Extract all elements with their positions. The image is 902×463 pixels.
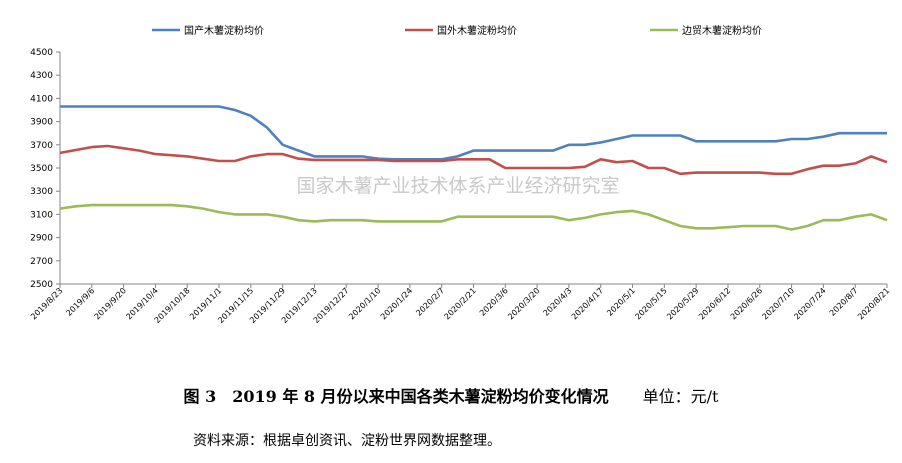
figure-source-note: 资料来源：根据卓创资讯、淀粉世界网数据整理。 — [193, 433, 501, 449]
y-tick-label: 4300 — [30, 71, 53, 81]
watermark-text: 国家木薯产业技术体系产业经济研究室 — [296, 175, 619, 197]
y-axis: 2500 2700 2900 3100 3300 3500 3700 3900 4100 4300… — [30, 48, 61, 290]
series-line-0 — [60, 105, 887, 161]
legend-label-0: 国产木薯淀粉均价 — [184, 24, 264, 37]
x-tick-label: 2020/6/26 — [729, 286, 764, 321]
figure-title: 图 3 2019 年 8 月份以来中国各类木薯淀粉均价变化情况 — [183, 387, 609, 406]
x-tick-label: 2020/2/7 — [414, 286, 446, 318]
y-tick-label: 4100 — [30, 94, 53, 104]
series-line-1 — [59, 144, 888, 176]
x-tick-label: 2020/5/29 — [665, 286, 700, 321]
y-tick-label: 3300 — [30, 187, 53, 197]
chart-legend: 国产木薯淀粉均价 国外木薯淀粉均价 边贸木薯淀粉均价 — [152, 24, 762, 37]
x-tick-label: 2020/5/1 — [605, 286, 637, 318]
x-tick-label: 2019/9/20 — [93, 286, 128, 321]
series-line-2 — [59, 203, 888, 231]
x-tick-label: 2019/9/6 — [64, 286, 96, 318]
x-tick-label: 2020/3/20 — [506, 286, 541, 321]
y-tick-label: 4500 — [30, 48, 53, 58]
x-axis: 2019/8/23 2019/9/62019/9/202019/10/42019/… — [29, 283, 891, 325]
y-tick-label: 3500 — [30, 164, 53, 174]
y-tick-label: 3900 — [30, 118, 53, 128]
x-tick-label: 2020/2/21 — [443, 286, 478, 321]
x-tick-label: 2020/5/15 — [633, 286, 668, 321]
x-tick-label: 2020/8/21 — [856, 286, 891, 321]
legend-label-2: 边贸木薯淀粉均价 — [682, 24, 762, 37]
x-tick-label: 2020/7/24 — [792, 286, 827, 321]
figure-unit: 单位：元/t — [642, 387, 719, 406]
y-tick-label: 2900 — [30, 234, 53, 244]
figure-caption: 图 3 2019 年 8 月份以来中国各类木薯淀粉均价变化情况 单位：元/t — [0, 383, 902, 407]
y-tick-label: 2700 — [30, 257, 53, 267]
legend-label-1: 国外木薯淀粉均价 — [437, 24, 517, 37]
x-tick-label: 2020/6/12 — [697, 286, 732, 321]
x-tick-label: 2020/3/6 — [478, 286, 510, 318]
x-tick-label: 2020/1/24 — [379, 286, 414, 321]
price-line-chart: 国产木薯淀粉均价 国外木薯淀粉均价 边贸木薯淀粉均价 2500 2700 2900 310… — [29, 24, 891, 325]
x-tick-label: 2019/8/23 — [29, 286, 64, 321]
y-tick-label: 3100 — [30, 210, 53, 220]
y-tick-label: 2500 — [30, 280, 53, 290]
y-tick-label: 3700 — [30, 141, 53, 151]
x-tick-label: 2020/4/3 — [542, 286, 574, 318]
series-layer — [59, 105, 888, 231]
x-tick-label: 2020/4/17 — [570, 286, 605, 321]
x-tick-label: 2020/1/10 — [347, 286, 382, 321]
x-tick-label: 2020/8/7 — [828, 286, 860, 318]
x-tick-label: 2020/7/10 — [761, 286, 796, 321]
